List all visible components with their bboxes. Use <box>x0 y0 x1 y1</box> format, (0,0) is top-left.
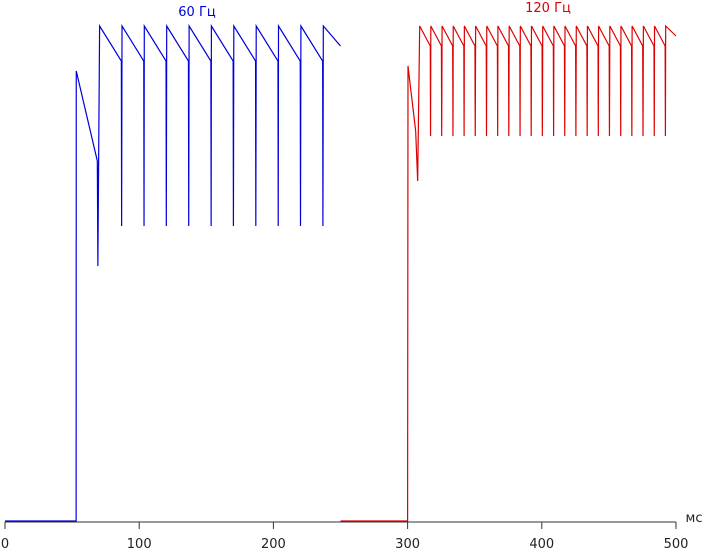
x-tick-label: 0 <box>1 537 9 550</box>
series-line <box>340 24 677 522</box>
series-label: 60 Гц <box>178 5 216 20</box>
series-line <box>5 23 341 522</box>
x-tick-label: 500 <box>664 537 689 550</box>
x-tick-label: 200 <box>261 537 286 550</box>
x-tick-label: 400 <box>529 537 554 550</box>
series-label: 120 Гц <box>525 1 571 16</box>
x-axis-unit: мс <box>686 511 703 526</box>
x-tick-label: 100 <box>127 537 152 550</box>
x-tick-label: 300 <box>395 537 420 550</box>
